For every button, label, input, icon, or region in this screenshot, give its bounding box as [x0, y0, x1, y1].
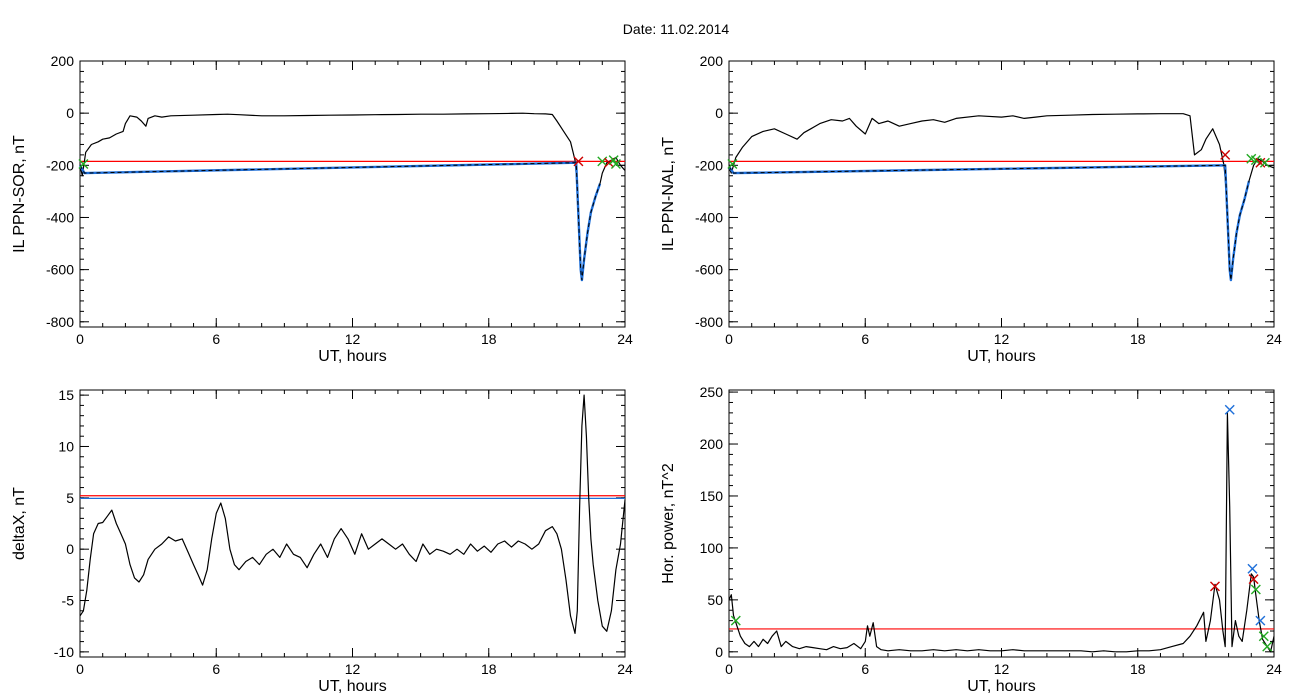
series-line [728, 412, 1275, 653]
x-tick-label: 0 [76, 331, 84, 347]
series-line [728, 113, 1275, 281]
y-tick-label: 0 [66, 541, 74, 557]
plot-frame [79, 389, 626, 658]
event-marker [1248, 574, 1259, 585]
y-tick-label: 0 [66, 105, 74, 121]
y-tick-label: 5 [66, 490, 74, 506]
highlight-line [728, 164, 1251, 282]
x-tick-label: 6 [212, 331, 220, 347]
y-tick-label: -400 [46, 209, 74, 225]
x-tick-label: 12 [345, 331, 361, 347]
event-marker [1209, 581, 1220, 592]
event-marker [1250, 155, 1261, 166]
y-tick-label: 250 [700, 384, 724, 400]
event-marker [1250, 584, 1261, 595]
x-tick-label: 18 [481, 331, 497, 347]
x-tick-label: 0 [76, 661, 84, 677]
event-marker [730, 615, 741, 626]
y-tick-label: 50 [707, 592, 723, 608]
y-tick-label: -10 [54, 644, 74, 660]
event-marker [1258, 631, 1269, 642]
x-tick-label: 24 [1266, 661, 1282, 677]
x-tick-label: 6 [861, 331, 869, 347]
x-tick-label: 12 [994, 331, 1010, 347]
y-axis-label: IL PPN-SOR, nT [11, 135, 28, 253]
x-tick-label: 18 [481, 661, 497, 677]
panel-ppn-nal: 0 6 12 18 24 -800 -600 -400 -200 0 200 UT, hours IL … [660, 53, 1282, 365]
event-marker [1262, 641, 1273, 652]
x-axis-label: UT, hours [318, 348, 386, 365]
x-tick-label: 24 [617, 661, 633, 677]
y-axis-label: deltaX, nT [11, 487, 28, 560]
series-line [79, 394, 626, 635]
plot-frame [728, 60, 1275, 328]
event-marker [1259, 157, 1270, 168]
y-tick-label: 10 [58, 438, 74, 454]
x-tick-label: 12 [994, 661, 1010, 677]
highlight-line-overlay [79, 162, 601, 281]
y-axis-label: IL PPN-NAL, nT [660, 137, 677, 251]
x-tick-label: 18 [1130, 331, 1146, 347]
event-marker [573, 156, 584, 167]
y-tick-label: -200 [695, 157, 723, 173]
y-tick-label: -600 [695, 262, 723, 278]
x-tick-label: 0 [725, 661, 733, 677]
y-tick-label: 200 [51, 53, 75, 69]
y-tick-label: -400 [695, 209, 723, 225]
event-marker [1247, 563, 1258, 574]
event-marker [727, 159, 738, 170]
y-axis-label: Hor. power, nT^2 [660, 463, 677, 584]
plot-frame [79, 60, 626, 328]
y-tick-label: 150 [700, 488, 724, 504]
x-tick-label: 18 [1130, 661, 1146, 677]
event-marker [1255, 157, 1266, 168]
x-axis-label: UT, hours [967, 678, 1035, 695]
highlight-line [78, 161, 602, 282]
figure-title: Date: 11.02.2014 [623, 21, 730, 37]
y-tick-label: 200 [700, 53, 724, 69]
y-tick-label: 200 [700, 436, 724, 452]
y-tick-label: 100 [700, 540, 724, 556]
y-tick-label: -5 [62, 593, 75, 609]
x-tick-label: 24 [617, 331, 633, 347]
y-tick-label: 0 [715, 105, 723, 121]
x-tick-label: 6 [861, 661, 869, 677]
y-tick-label: 0 [715, 644, 723, 660]
y-tick-label: -200 [46, 157, 74, 173]
x-tick-label: 12 [345, 661, 361, 677]
x-axis-label: UT, hours [967, 348, 1035, 365]
event-marker [78, 159, 89, 170]
y-tick-label: -800 [695, 314, 723, 330]
panel-ppn-sor: 0 6 12 18 24 -800 -600 -400 -200 0 200 UT, hours IL … [11, 53, 633, 365]
event-marker [1224, 404, 1235, 415]
plot-frame [728, 389, 1275, 658]
highlight-line-overlay [728, 164, 1250, 281]
event-marker [610, 159, 621, 170]
x-tick-label: 24 [1266, 331, 1282, 347]
y-tick-label: -600 [46, 262, 74, 278]
x-tick-label: 6 [212, 661, 220, 677]
y-tick-label: 15 [58, 387, 74, 403]
y-tick-label: -800 [46, 314, 74, 330]
x-tick-label: 0 [725, 331, 733, 347]
panel-hor-power: 0 6 12 18 24 0 50 100 150 200 250 UT, hours Hor. pow… [660, 384, 1282, 695]
series-line [79, 112, 626, 281]
event-marker [1255, 615, 1266, 626]
x-axis-label: UT, hours [318, 678, 386, 695]
panel-deltax: 0 6 12 18 24 -10 -5 0 5 10 15 UT, hours deltaX, nT [11, 387, 633, 695]
event-marker [1220, 149, 1231, 160]
